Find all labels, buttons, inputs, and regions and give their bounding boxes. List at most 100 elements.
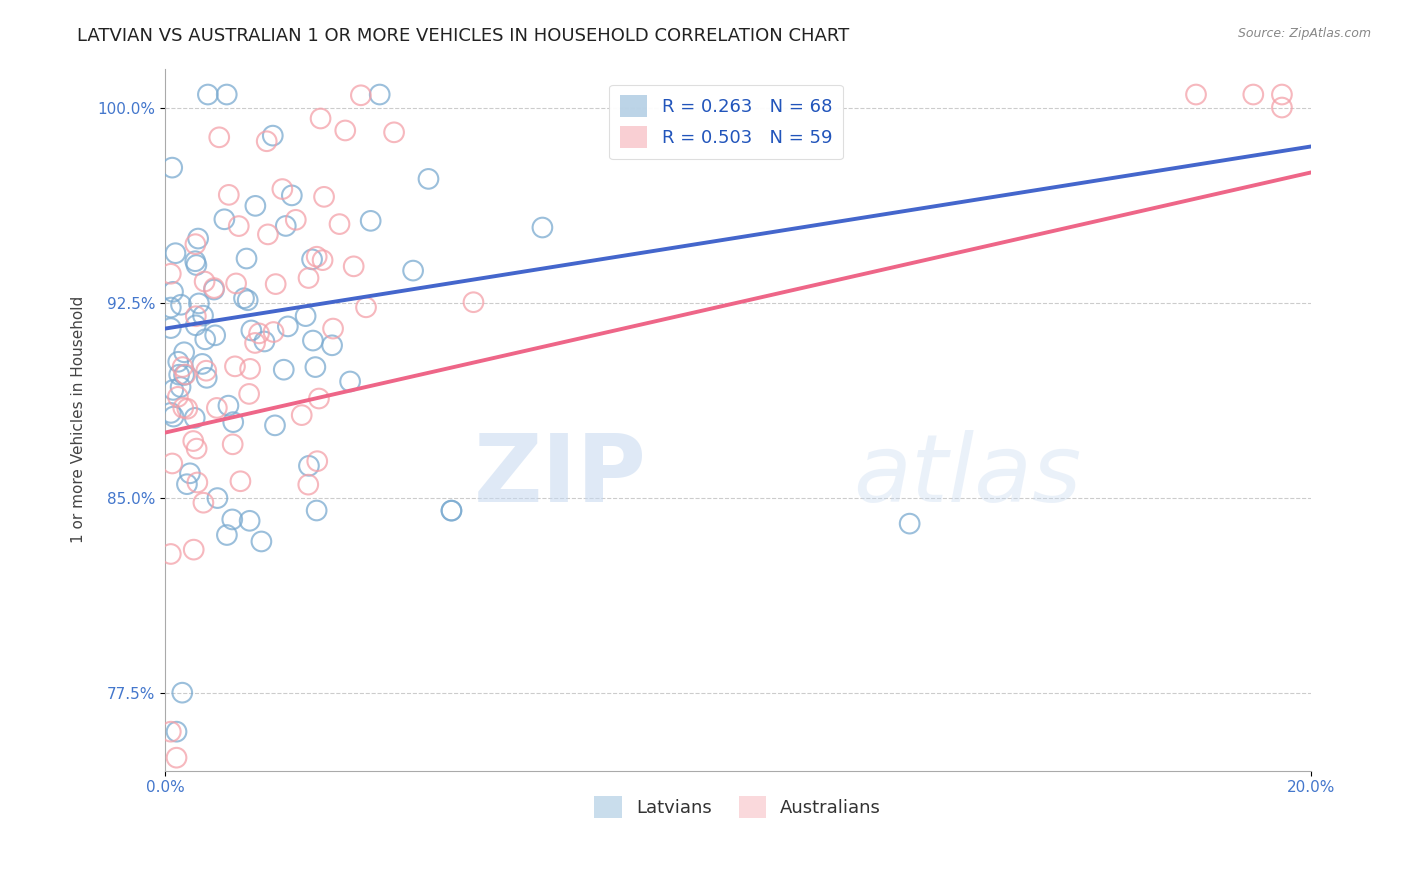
Point — [160, 161, 183, 175]
Point — [195, 364, 218, 378]
Point — [531, 220, 554, 235]
Point — [305, 503, 328, 517]
Point — [321, 338, 343, 352]
Point — [1271, 101, 1294, 115]
Point — [181, 434, 204, 448]
Point — [402, 263, 425, 277]
Point — [250, 534, 273, 549]
Point — [214, 212, 236, 227]
Point — [170, 298, 193, 312]
Point — [159, 301, 181, 315]
Point — [172, 686, 194, 700]
Point — [207, 491, 229, 505]
Point — [184, 254, 207, 268]
Text: ZIP: ZIP — [474, 430, 647, 522]
Point — [309, 112, 332, 126]
Point — [172, 359, 194, 374]
Point — [221, 437, 243, 451]
Point — [236, 293, 259, 308]
Point — [172, 401, 194, 415]
Point — [418, 172, 440, 186]
Point — [187, 231, 209, 245]
Point — [297, 477, 319, 491]
Point — [339, 375, 361, 389]
Point — [221, 512, 243, 526]
Point — [191, 357, 214, 371]
Point — [298, 458, 321, 473]
Point — [195, 371, 218, 385]
Point — [174, 368, 197, 382]
Point — [273, 362, 295, 376]
Point — [184, 237, 207, 252]
Point — [354, 301, 377, 315]
Point — [167, 390, 190, 404]
Point — [159, 267, 181, 281]
Point — [166, 750, 188, 764]
Point — [179, 467, 201, 481]
Point — [186, 475, 208, 490]
Point — [224, 359, 246, 374]
Point — [1185, 87, 1208, 102]
Point — [274, 219, 297, 233]
Point — [191, 309, 214, 323]
Point — [277, 319, 299, 334]
Point — [240, 323, 263, 337]
Point — [215, 528, 238, 542]
Point — [253, 334, 276, 349]
Point — [193, 496, 215, 510]
Point — [343, 260, 366, 274]
Point — [159, 547, 181, 561]
Point — [360, 214, 382, 228]
Point — [271, 182, 294, 196]
Point — [225, 277, 247, 291]
Point — [205, 401, 228, 415]
Point — [294, 309, 316, 323]
Point — [440, 503, 463, 517]
Point — [194, 332, 217, 346]
Point — [243, 335, 266, 350]
Point — [264, 418, 287, 433]
Point — [305, 250, 328, 264]
Text: Source: ZipAtlas.com: Source: ZipAtlas.com — [1237, 27, 1371, 40]
Point — [308, 392, 330, 406]
Point — [167, 355, 190, 369]
Point — [291, 408, 314, 422]
Point — [204, 328, 226, 343]
Point — [238, 387, 260, 401]
Point — [229, 475, 252, 489]
Point — [233, 291, 256, 305]
Point — [159, 406, 181, 420]
Point — [247, 326, 270, 341]
Point — [463, 295, 485, 310]
Point — [202, 281, 225, 295]
Point — [222, 415, 245, 429]
Point — [262, 128, 284, 143]
Point — [304, 360, 326, 375]
Point — [162, 457, 184, 471]
Point — [440, 503, 463, 517]
Point — [162, 383, 184, 397]
Point — [183, 542, 205, 557]
Point — [215, 87, 238, 102]
Point — [166, 724, 188, 739]
Point — [159, 724, 181, 739]
Point — [169, 380, 191, 394]
Point — [257, 227, 280, 242]
Point — [256, 134, 278, 148]
Point — [898, 516, 921, 531]
Point — [264, 277, 287, 291]
Point — [217, 399, 239, 413]
Point — [1271, 87, 1294, 102]
Point — [350, 88, 373, 103]
Point — [184, 310, 207, 324]
Point — [173, 368, 195, 382]
Point — [312, 190, 335, 204]
Point — [284, 212, 307, 227]
Point — [184, 318, 207, 333]
Point — [322, 321, 344, 335]
Point — [183, 410, 205, 425]
Point — [311, 253, 333, 268]
Point — [382, 125, 405, 139]
Point — [162, 409, 184, 424]
Point — [1241, 87, 1264, 102]
